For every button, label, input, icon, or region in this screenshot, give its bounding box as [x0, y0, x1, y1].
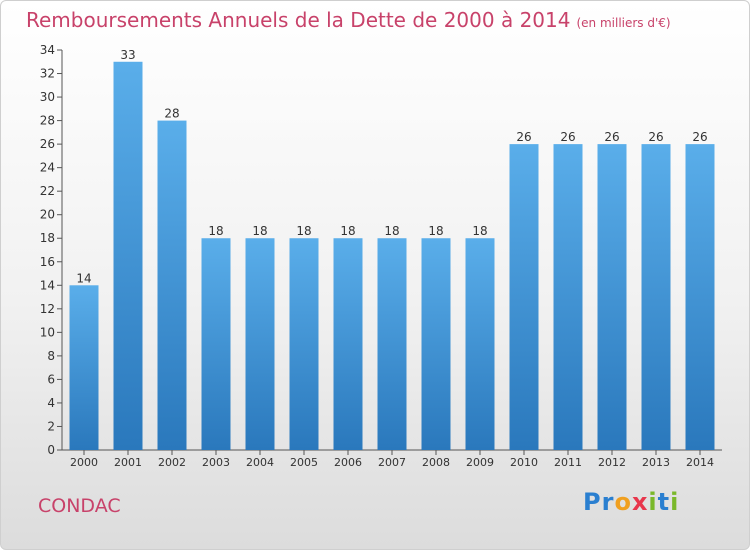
bar — [509, 144, 539, 450]
x-tick-label: 2005 — [290, 456, 318, 469]
data-label: 26 — [560, 130, 575, 144]
data-label: 26 — [604, 130, 619, 144]
logo-letter: P — [583, 488, 602, 516]
data-label: 18 — [472, 224, 487, 238]
x-tick-label: 2007 — [378, 456, 406, 469]
x-tick-label: 2011 — [554, 456, 582, 469]
y-tick-label: 24 — [40, 161, 55, 175]
x-tick-label: 2010 — [510, 456, 538, 469]
bar — [201, 238, 231, 450]
bar — [245, 238, 275, 450]
x-tick-label: 2002 — [158, 456, 186, 469]
y-tick-label: 4 — [47, 396, 55, 410]
title-text: Remboursements Annuels de la Dette de 20… — [26, 8, 571, 32]
bar — [421, 238, 451, 450]
bar — [157, 120, 187, 451]
proxiti-logo: Proxiti — [583, 488, 679, 516]
data-label: 33 — [120, 48, 135, 62]
y-tick-label: 8 — [47, 349, 55, 363]
x-tick-label: 2013 — [642, 456, 670, 469]
bar — [333, 238, 363, 450]
y-tick-label: 34 — [40, 43, 55, 57]
data-label: 26 — [648, 130, 663, 144]
bar — [465, 238, 495, 450]
bar — [641, 144, 671, 450]
x-tick-label: 2006 — [334, 456, 362, 469]
data-label: 28 — [164, 107, 179, 121]
data-label: 18 — [296, 224, 311, 238]
logo-letter: o — [614, 488, 632, 516]
data-label: 18 — [252, 224, 267, 238]
data-label: 18 — [340, 224, 355, 238]
y-tick-label: 32 — [40, 67, 55, 81]
data-label: 18 — [384, 224, 399, 238]
x-tick-label: 2001 — [114, 456, 142, 469]
y-tick-label: 10 — [40, 325, 55, 339]
commune-name: CONDAC — [38, 495, 121, 517]
y-tick-label: 30 — [40, 90, 55, 104]
x-tick-label: 2009 — [466, 456, 494, 469]
bar — [113, 61, 143, 450]
x-tick-label: 2014 — [686, 456, 714, 469]
chart-title: Remboursements Annuels de la Dette de 20… — [26, 8, 671, 32]
y-tick-label: 22 — [40, 184, 55, 198]
logo-letter: r — [601, 488, 615, 516]
y-tick-label: 16 — [40, 255, 55, 269]
y-tick-label: 26 — [40, 137, 55, 151]
logo-letter: x — [631, 488, 649, 516]
y-tick-label: 0 — [47, 443, 55, 457]
bar — [685, 144, 715, 450]
data-label: 26 — [692, 130, 707, 144]
y-tick-label: 20 — [40, 208, 55, 222]
logo-letter: i — [648, 488, 658, 516]
data-label: 14 — [76, 271, 91, 285]
y-tick-label: 6 — [47, 372, 55, 386]
data-label: 26 — [516, 130, 531, 144]
bar — [553, 144, 583, 450]
bar — [289, 238, 319, 450]
x-tick-label: 2004 — [246, 456, 274, 469]
x-tick-label: 2000 — [70, 456, 98, 469]
y-tick-label: 18 — [40, 231, 55, 245]
logo-letter: t — [657, 488, 671, 516]
bar — [377, 238, 407, 450]
data-label: 18 — [208, 224, 223, 238]
data-label: 18 — [428, 224, 443, 238]
title-unit: (en milliers d'€) — [576, 16, 671, 30]
y-tick-label: 28 — [40, 114, 55, 128]
bar — [69, 285, 99, 450]
bar — [597, 144, 627, 450]
y-tick-label: 14 — [40, 278, 55, 292]
x-tick-label: 2012 — [598, 456, 626, 469]
x-tick-label: 2008 — [422, 456, 450, 469]
y-tick-label: 12 — [40, 302, 55, 316]
logo-letter: i — [670, 488, 680, 516]
x-tick-label: 2003 — [202, 456, 230, 469]
y-tick-label: 2 — [47, 419, 55, 433]
